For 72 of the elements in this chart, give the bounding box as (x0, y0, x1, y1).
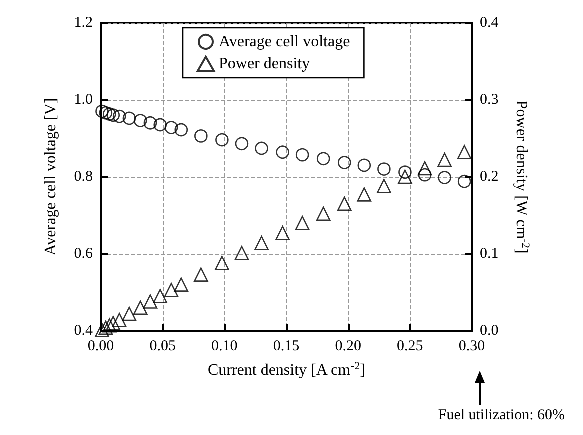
point (164, 283, 179, 298)
y2-tick-label: 0.3 (480, 92, 499, 108)
point (194, 268, 208, 282)
point (457, 145, 472, 160)
point (102, 318, 117, 333)
x-tick-label: 0.00 (88, 338, 114, 354)
point (377, 179, 392, 194)
point (106, 316, 121, 330)
point (398, 166, 412, 180)
point (133, 300, 148, 316)
point (106, 108, 120, 122)
point (154, 118, 168, 132)
point (398, 170, 412, 184)
point (458, 174, 472, 188)
text: Fuel utilization: 60% (438, 408, 566, 424)
y-tick-label: 0.8 (74, 169, 93, 185)
point (316, 206, 331, 222)
point (255, 142, 268, 156)
point (174, 278, 189, 292)
legend-label: Power density (219, 56, 310, 72)
point (316, 152, 330, 166)
x-tick-label: 0.30 (458, 338, 486, 354)
point (234, 246, 250, 260)
point (112, 110, 126, 124)
point (216, 133, 229, 147)
point (95, 323, 110, 338)
point (194, 130, 208, 143)
x-tick-label: 0.10 (212, 338, 238, 354)
point (378, 162, 391, 176)
y-tick-label: 0.4 (74, 323, 94, 339)
point (134, 114, 148, 128)
y2-tick-label: 0.0 (480, 323, 499, 339)
point (358, 158, 372, 172)
x-tick-label: 0.20 (335, 338, 362, 354)
point (98, 320, 114, 336)
point (357, 188, 372, 202)
y-tick-label: 1.0 (74, 92, 93, 108)
point (103, 108, 116, 121)
y2-tick-label: 0.4 (480, 15, 500, 31)
point (295, 216, 310, 230)
point (96, 104, 109, 118)
point (164, 121, 178, 134)
point (122, 112, 136, 126)
point (337, 196, 352, 212)
point (338, 156, 352, 170)
point (418, 161, 432, 176)
point (215, 256, 230, 270)
y2-tick-label: 0.1 (480, 246, 499, 262)
y-tick-label: 0.6 (74, 246, 94, 262)
point (99, 106, 113, 120)
y2-tick-label: 0.2 (480, 169, 499, 185)
point (153, 289, 168, 304)
point (276, 146, 290, 160)
point (144, 116, 158, 130)
point (276, 226, 290, 240)
point (174, 123, 188, 137)
point (112, 313, 127, 328)
point (418, 168, 432, 182)
point (122, 306, 137, 322)
point (296, 148, 310, 162)
y-tick-label: 1.2 (74, 15, 93, 31)
x-tick-label: 0.25 (397, 338, 424, 354)
x-tick-label: 0.15 (273, 338, 300, 354)
point (438, 152, 452, 168)
point (438, 171, 452, 184)
legend-label: Average cell voltage (219, 34, 350, 50)
point (254, 236, 269, 250)
y-axis-title: Average cell voltage [V] (42, 98, 60, 256)
x-tick-label: 0.05 (150, 338, 176, 354)
point (143, 294, 158, 309)
y2-axis-title: Power density [W cm-2] (513, 100, 532, 254)
point (235, 137, 249, 151)
